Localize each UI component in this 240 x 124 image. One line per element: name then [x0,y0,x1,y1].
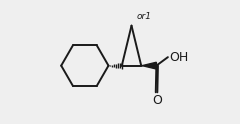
Text: OH: OH [169,51,189,64]
Text: O: O [152,93,162,107]
Polygon shape [141,62,156,69]
Text: or1: or1 [136,12,151,21]
